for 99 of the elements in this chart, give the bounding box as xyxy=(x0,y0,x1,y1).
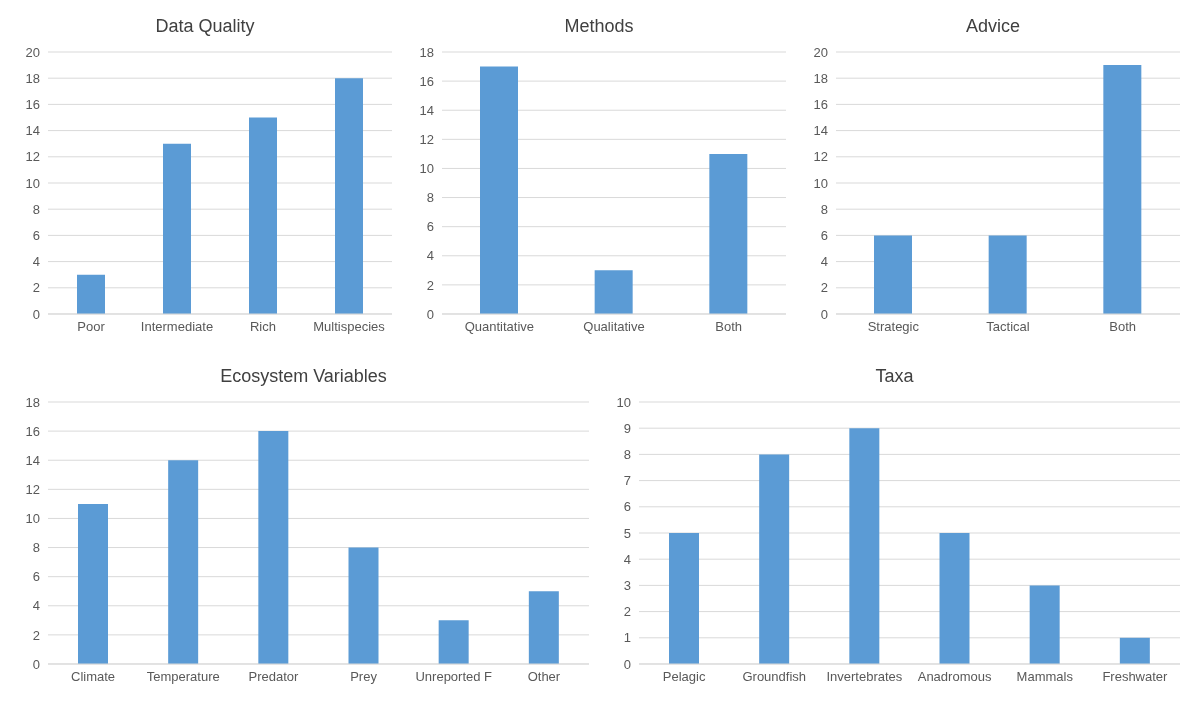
y-tick-label: 12 xyxy=(813,149,828,165)
y-tick-label: 8 xyxy=(32,201,40,217)
y-tick-label: 5 xyxy=(623,525,631,541)
y-tick-label: 16 xyxy=(25,97,40,113)
x-tick-label: Quantitative xyxy=(464,319,535,335)
x-tick-label: Invertebrates xyxy=(826,669,903,685)
x-tick-label: Predator xyxy=(248,669,300,685)
x-tick-label: Qualitative xyxy=(583,319,645,335)
y-tick-label: 10 xyxy=(813,175,828,191)
chart-title: Data Quality xyxy=(154,15,256,38)
x-tick-label: Strategic xyxy=(867,319,920,335)
y-tick-label: 12 xyxy=(25,149,40,165)
y-tick-label: 7 xyxy=(623,473,631,489)
y-tick-label: 14 xyxy=(813,123,828,139)
y-tick-label: 4 xyxy=(32,598,40,614)
y-tick-label: 18 xyxy=(419,44,434,60)
y-tick-label: 2 xyxy=(623,604,631,620)
x-tick-label: Other xyxy=(527,669,561,685)
x-tick-label: Multispecies xyxy=(313,319,386,335)
x-tick-label: Both xyxy=(715,319,743,335)
x-tick-label: Anadromous xyxy=(917,669,992,685)
bar xyxy=(759,454,790,664)
x-tick-label: Both xyxy=(1109,319,1137,335)
bar xyxy=(1029,585,1060,664)
y-tick-label: 16 xyxy=(813,97,828,113)
x-tick-label: Poor xyxy=(77,319,106,335)
y-tick-label: 16 xyxy=(419,73,434,89)
y-tick-label: 6 xyxy=(32,228,40,244)
y-tick-label: 8 xyxy=(623,447,631,463)
y-tick-label: 18 xyxy=(813,70,828,86)
bar xyxy=(78,503,108,664)
y-tick-label: 0 xyxy=(32,306,40,322)
y-tick-label: 14 xyxy=(25,452,40,468)
y-tick-label: 2 xyxy=(32,280,40,296)
y-tick-label: 4 xyxy=(623,551,631,567)
x-tick-label: Rich xyxy=(249,319,277,335)
bar xyxy=(1119,637,1150,664)
y-tick-label: 6 xyxy=(32,569,40,585)
bar xyxy=(258,431,289,664)
x-tick-label: Temperature xyxy=(146,669,220,685)
x-tick-label: Groundfish xyxy=(742,669,807,685)
chart-title: Methods xyxy=(563,15,635,38)
chart-title: Ecosystem Variables xyxy=(219,365,388,388)
y-tick-label: 4 xyxy=(426,248,434,264)
y-tick-label: 16 xyxy=(25,423,40,439)
y-tick-label: 0 xyxy=(32,656,40,672)
x-tick-label: Pelagic xyxy=(662,669,706,685)
bar xyxy=(528,591,559,664)
chart-title: Taxa xyxy=(874,365,915,388)
y-tick-label: 2 xyxy=(32,627,40,643)
y-tick-label: 1 xyxy=(623,630,631,646)
x-tick-label: Freshwater xyxy=(1102,669,1169,685)
y-tick-label: 2 xyxy=(426,277,434,293)
bar xyxy=(348,547,379,664)
bar xyxy=(77,274,105,314)
y-tick-label: 10 xyxy=(25,175,40,191)
bar xyxy=(669,533,699,664)
y-tick-label: 0 xyxy=(623,656,631,672)
bar xyxy=(163,143,191,314)
x-tick-label: Unreported F xyxy=(415,669,493,685)
y-tick-label: 8 xyxy=(820,201,828,217)
x-tick-label: Climate xyxy=(71,669,116,685)
y-tick-label: 4 xyxy=(32,254,40,270)
chart-title: Advice xyxy=(965,15,1021,38)
y-tick-label: 4 xyxy=(820,254,828,270)
bar xyxy=(168,460,199,664)
bar xyxy=(939,533,970,664)
bar xyxy=(249,117,277,314)
y-tick-label: 12 xyxy=(25,481,40,497)
y-tick-label: 0 xyxy=(426,306,434,322)
y-tick-label: 10 xyxy=(419,161,434,177)
y-tick-label: 20 xyxy=(25,44,40,60)
bar xyxy=(335,78,363,314)
y-tick-label: 14 xyxy=(419,102,434,118)
y-tick-label: 18 xyxy=(25,70,40,86)
y-tick-label: 6 xyxy=(623,499,631,515)
y-tick-label: 18 xyxy=(25,394,40,410)
y-tick-label: 6 xyxy=(820,228,828,244)
bar xyxy=(709,153,748,314)
y-tick-label: 0 xyxy=(820,306,828,322)
y-tick-label: 8 xyxy=(32,540,40,556)
y-tick-label: 2 xyxy=(820,280,828,296)
x-tick-label: Prey xyxy=(350,669,378,685)
y-tick-label: 12 xyxy=(419,131,434,147)
y-tick-label: 10 xyxy=(25,511,40,527)
y-tick-label: 6 xyxy=(426,219,434,235)
y-tick-label: 3 xyxy=(623,578,631,594)
bar xyxy=(594,270,633,314)
bar xyxy=(849,428,880,664)
x-tick-label: Mammals xyxy=(1016,669,1074,685)
y-tick-label: 8 xyxy=(426,190,434,206)
bar xyxy=(438,620,469,664)
x-tick-label: Tactical xyxy=(986,319,1030,335)
y-tick-label: 20 xyxy=(813,44,828,60)
x-tick-label: Intermediate xyxy=(140,319,214,335)
y-tick-label: 10 xyxy=(616,394,631,410)
y-tick-label: 9 xyxy=(623,420,631,436)
bar xyxy=(480,66,518,314)
y-tick-label: 14 xyxy=(25,123,40,139)
